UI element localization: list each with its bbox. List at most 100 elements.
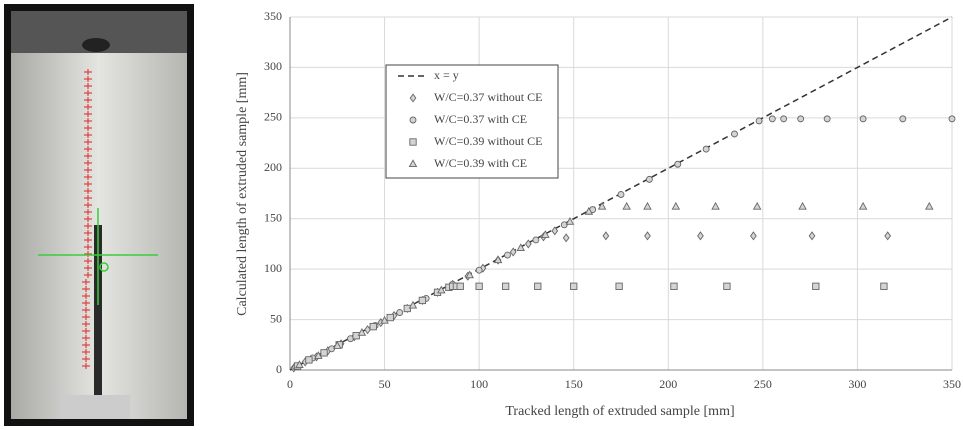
legend-symbol <box>409 93 417 103</box>
point <box>697 231 704 241</box>
point <box>532 236 540 244</box>
legend-label: W/C=0.37 without CE <box>434 90 542 104</box>
point <box>768 115 776 123</box>
point <box>859 115 867 123</box>
point <box>622 201 631 210</box>
x-tick-label: 250 <box>754 377 772 391</box>
point <box>534 282 542 290</box>
point <box>408 300 418 309</box>
point <box>541 230 550 238</box>
point <box>617 191 625 198</box>
point <box>643 201 652 210</box>
point <box>475 266 483 274</box>
nozzle <box>82 38 110 52</box>
y-tick-label: 300 <box>264 59 282 73</box>
y-tick-label: 0 <box>276 362 282 376</box>
point <box>798 201 807 210</box>
point <box>899 115 907 123</box>
point <box>396 309 404 316</box>
point <box>723 282 731 290</box>
point <box>524 239 532 249</box>
point <box>880 282 888 290</box>
y-tick-label: 150 <box>264 210 282 224</box>
point <box>475 282 483 290</box>
point <box>570 282 578 290</box>
x-tick-label: 100 <box>470 377 488 391</box>
point <box>305 356 313 364</box>
point <box>823 115 831 123</box>
point <box>333 341 342 349</box>
point <box>369 322 377 331</box>
crosshair <box>38 208 158 305</box>
point <box>584 206 594 215</box>
point <box>812 282 820 290</box>
legend-label: W/C=0.39 without CE <box>434 134 542 148</box>
point <box>645 175 653 183</box>
point <box>615 282 623 290</box>
legend-label: x = y <box>434 68 459 82</box>
point <box>516 243 526 252</box>
legend-label: W/C=0.39 with CE <box>434 156 527 170</box>
y-tick-label: 200 <box>264 160 282 174</box>
point <box>752 201 762 210</box>
legend-symbol <box>409 138 417 146</box>
point <box>314 351 323 359</box>
point <box>948 115 956 123</box>
y-tick-label: 250 <box>264 110 282 124</box>
point <box>562 233 570 243</box>
point <box>565 217 575 225</box>
point <box>644 231 651 241</box>
photo-base <box>60 395 130 419</box>
photo <box>4 4 194 426</box>
x-tick-label: 0 <box>287 377 293 391</box>
point <box>364 325 371 335</box>
x-axis-label: Tracked length of extruded sample [mm] <box>505 404 734 419</box>
point <box>418 296 427 305</box>
point <box>501 282 510 290</box>
point <box>671 201 681 210</box>
sample <box>94 225 102 395</box>
point <box>674 160 682 168</box>
y-axis-label: Calculated length of extruded sample [mm… <box>235 72 250 316</box>
y-tick-label: 350 <box>264 9 282 23</box>
x-tick-label: 350 <box>943 377 961 391</box>
point <box>320 349 328 357</box>
y-tick-label: 100 <box>264 261 282 275</box>
point <box>808 231 816 241</box>
x-tick-label: 300 <box>848 377 866 391</box>
legend-symbol <box>408 159 418 168</box>
x-tick-label: 50 <box>379 377 391 391</box>
point <box>493 255 503 264</box>
x-tick-label: 150 <box>565 377 583 391</box>
point <box>357 327 367 336</box>
x-tick-label: 200 <box>659 377 677 391</box>
point <box>750 231 757 241</box>
point <box>479 263 487 273</box>
point <box>380 315 389 324</box>
point <box>731 130 738 138</box>
legend-symbol <box>409 116 417 124</box>
point <box>437 285 446 294</box>
point <box>295 360 304 369</box>
point <box>670 282 678 290</box>
point <box>797 115 805 123</box>
legend-label: W/C=0.37 with CE <box>434 112 527 126</box>
point <box>925 201 934 210</box>
point <box>602 231 610 241</box>
point <box>465 270 474 279</box>
point <box>711 201 720 210</box>
point <box>755 117 763 125</box>
point <box>456 282 464 290</box>
point <box>386 313 394 322</box>
y-tick-label: 50 <box>270 311 282 325</box>
point <box>780 115 788 123</box>
point <box>597 201 607 210</box>
point <box>858 201 868 210</box>
point <box>509 247 517 257</box>
point <box>702 145 710 153</box>
point <box>551 226 559 236</box>
point <box>504 251 511 259</box>
point <box>884 231 892 241</box>
ruler <box>82 69 92 369</box>
